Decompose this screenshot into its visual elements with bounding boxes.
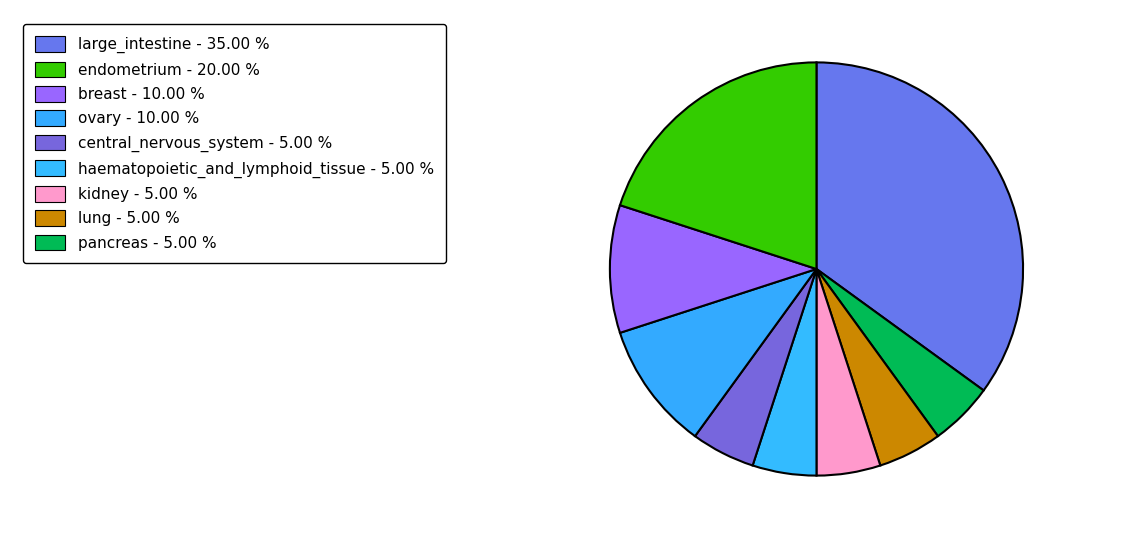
Legend: large_intestine - 35.00 %, endometrium - 20.00 %, breast - 10.00 %, ovary - 10.0: large_intestine - 35.00 %, endometrium -…: [23, 24, 446, 263]
Wedge shape: [816, 269, 983, 436]
Wedge shape: [620, 62, 816, 269]
Wedge shape: [816, 62, 1023, 391]
Wedge shape: [610, 205, 816, 333]
Wedge shape: [816, 269, 880, 476]
Wedge shape: [695, 269, 816, 465]
Wedge shape: [816, 269, 938, 465]
Wedge shape: [620, 269, 816, 436]
Wedge shape: [753, 269, 816, 476]
